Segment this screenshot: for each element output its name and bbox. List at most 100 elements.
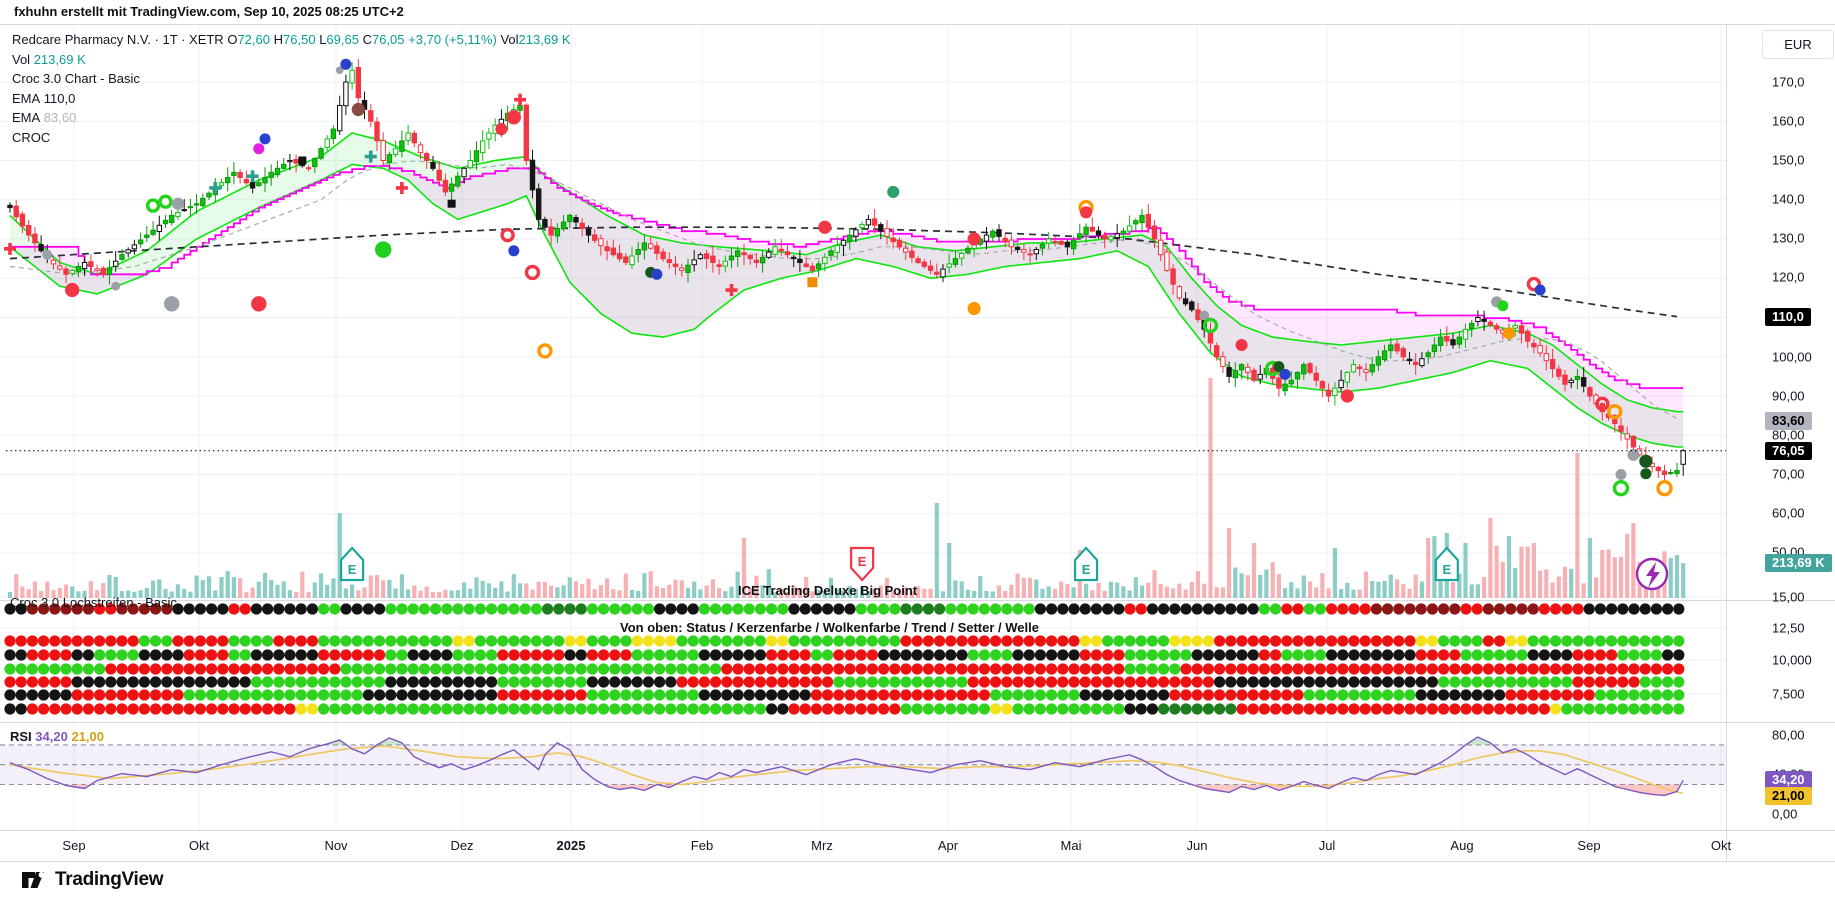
- signal-square: [298, 156, 307, 165]
- price-axis-tick: 70,00: [1772, 466, 1805, 482]
- signal-ring: [158, 194, 173, 209]
- signal-dot: [967, 301, 981, 316]
- signal-dot: [164, 296, 180, 312]
- signal-dot: [1080, 206, 1093, 219]
- attribution-header: fxhuhn erstellt mit TradingView.com, Sep…: [14, 4, 404, 19]
- candles-layer: [7, 58, 1686, 482]
- symbol-name[interactable]: Redcare Pharmacy N.V.: [12, 32, 151, 47]
- pane-divider-dots[interactable]: [0, 600, 1835, 601]
- indicator-croc-row[interactable]: CROC: [12, 129, 51, 145]
- time-axis-label: Okt: [188, 838, 210, 853]
- signal-ring: [524, 264, 541, 281]
- price-badge: 213,69 K: [1765, 554, 1832, 572]
- price-badge: 21,00: [1765, 787, 1812, 805]
- signal-cross: [209, 181, 222, 194]
- time-axis-label: Aug: [1450, 838, 1474, 853]
- symbol-meta: · 1T · XETR: [150, 32, 224, 47]
- lochstreifen-indicator-label[interactable]: Croc 3.0 Lochstreifen - Basic: [10, 595, 177, 610]
- signal-dot: [651, 268, 663, 280]
- signal-dot: [508, 245, 520, 257]
- low-value: 69,65: [326, 32, 359, 47]
- earnings-badges-layer[interactable]: EEE E: [340, 546, 1459, 582]
- tradingview-logo[interactable]: TradingView: [20, 868, 164, 892]
- signal-dot: [1497, 300, 1509, 312]
- signal-dot: [1199, 310, 1210, 321]
- open-label: O: [227, 32, 238, 47]
- time-axis-label: Mai: [1060, 838, 1082, 853]
- signal-dot: [818, 220, 832, 234]
- price-axis-tick: 10,000: [1772, 652, 1812, 668]
- price-axis-tick: 130,0: [1772, 230, 1805, 246]
- signal-cross: [246, 170, 259, 183]
- signal-dot: [42, 249, 53, 260]
- signal-dot: [967, 232, 981, 246]
- price-axis-tick: 0,00: [1772, 806, 1798, 822]
- earnings-icon: [850, 546, 875, 582]
- signal-ring: [145, 198, 161, 213]
- signal-dot: [1273, 361, 1285, 373]
- price-axis-tick: 160,0: [1772, 113, 1805, 129]
- symbol-legend-row[interactable]: Redcare Pharmacy N.V. · 1T · XETR O72,60…: [12, 30, 571, 50]
- volume-label: Vol: [500, 32, 519, 47]
- earnings-icon: [1434, 546, 1459, 582]
- ice-annotation: ICE Trading Deluxe Big Point: [738, 583, 918, 598]
- volume-legend-row[interactable]: Vol 213,69 K: [12, 51, 86, 67]
- signal-ring: [1656, 480, 1673, 497]
- signal-dot: [1615, 469, 1627, 480]
- price-axis-border: [1726, 24, 1727, 862]
- time-axis-label: Mrz: [811, 838, 833, 853]
- signal-dot: [1639, 454, 1653, 468]
- time-axis-label: Sep: [1577, 838, 1601, 853]
- signal-dot: [259, 133, 271, 145]
- signal-dot: [1640, 468, 1652, 480]
- price-axis-tick: 15,00: [1772, 589, 1805, 605]
- time-axis-label: Nov: [324, 838, 348, 853]
- signal-dot: [340, 58, 352, 70]
- high-value: 76,50: [283, 32, 316, 47]
- indicator-ema83-row[interactable]: EMA 83,60: [12, 110, 77, 125]
- high-label: H: [273, 32, 284, 47]
- price-axis-tick: 60,00: [1772, 505, 1805, 521]
- price-badge: 83,60: [1765, 412, 1812, 430]
- ema110-line: [9, 226, 1678, 318]
- von-oben-annotation: Von oben: Status / Kerzenfarbe / Wolkenf…: [620, 620, 1039, 635]
- rsi-legend[interactable]: RSI 34,20 21,00: [10, 729, 104, 744]
- low-label: L: [319, 32, 327, 47]
- time-axis-label: Apr: [937, 838, 959, 853]
- price-axis-tick: 170,0: [1772, 74, 1805, 90]
- currency-button[interactable]: EUR: [1762, 30, 1834, 59]
- time-axis-label: Feb: [690, 838, 714, 853]
- price-axis-tick: 140,0: [1772, 191, 1805, 207]
- signal-dot: [351, 102, 365, 117]
- rsi-value: 34,20: [35, 729, 68, 744]
- bottom-border: [0, 861, 1835, 862]
- price-axis-tick: 90,00: [1772, 388, 1805, 404]
- signal-square: [447, 199, 456, 208]
- price-axis-tick: 120,0: [1772, 269, 1805, 285]
- change-value: +3,70 (+5,11%): [408, 32, 497, 47]
- svg-text:E: E: [348, 562, 357, 577]
- indicator-croc-chart-row[interactable]: Croc 3.0 Chart - Basic: [12, 71, 140, 86]
- time-axis-label: Sep: [62, 838, 86, 853]
- tradingview-logo-icon: [22, 871, 45, 888]
- signal-cross: [364, 150, 377, 163]
- signal-ring: [537, 343, 553, 359]
- pane-divider-rsi[interactable]: [0, 722, 1835, 723]
- close-value: 76,05: [371, 32, 405, 47]
- indicator-ema110-row[interactable]: EMA 110,0: [12, 90, 76, 106]
- lightning-button[interactable]: [1635, 557, 1669, 591]
- signal-dot: [1235, 338, 1248, 352]
- price-badge: 76,05: [1765, 442, 1812, 460]
- signal-ring: [500, 227, 515, 243]
- price-badge: 110,0: [1765, 308, 1811, 326]
- price-axis-tick: 80,00: [1772, 427, 1805, 443]
- signal-dot: [1340, 389, 1354, 403]
- time-axis-label: Jul: [1318, 838, 1336, 853]
- price-axis-tick: 12,50: [1772, 620, 1805, 636]
- signal-dot: [1279, 368, 1291, 380]
- signal-dot: [65, 282, 80, 298]
- signal-ring: [1526, 276, 1542, 292]
- tradingview-logo-text: TradingView: [55, 869, 164, 890]
- time-axis-border: [0, 830, 1835, 831]
